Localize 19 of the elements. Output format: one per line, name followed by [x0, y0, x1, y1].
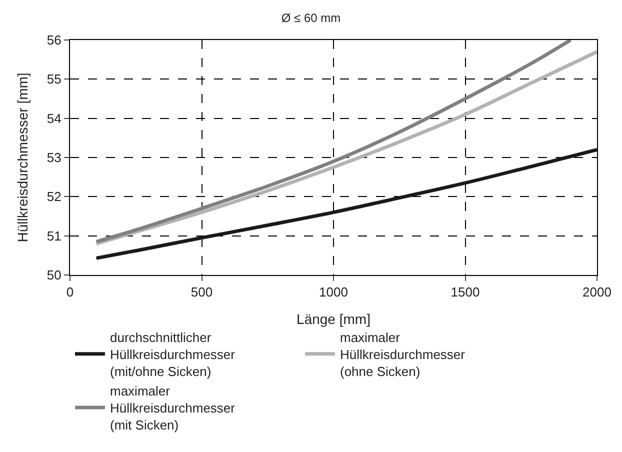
y-tick-label: 51: [46, 228, 62, 244]
legend-label: maximaler Hüllkreisdurchmesser (mit Sicken): [110, 384, 236, 433]
y-tick-label: 50: [46, 268, 62, 283]
x-tick-label: 1500: [450, 284, 480, 300]
line-series: [94, 148, 597, 260]
y-tick-label: 53: [46, 150, 62, 166]
y-tick-label: 56: [46, 32, 62, 48]
x-axis-title: Länge [mm]: [296, 310, 370, 327]
y-axis-title: Hüllkreisdurchmesser [mm]: [14, 72, 31, 242]
x-tick-label: 500: [190, 284, 213, 300]
x-tick-label: 2000: [582, 284, 612, 300]
y-tick-label: 52: [46, 189, 62, 204]
y-tick-label: 54: [46, 110, 62, 126]
legend-label: durchschnittlicher Hüllkreisdurchmesser (mit/ohne Sicken): [110, 330, 236, 379]
legend-label: maximaler Hüllkreisdurchmesser (ohne Sicken): [340, 330, 466, 379]
y-tick-label: 55: [46, 72, 62, 87]
x-tick-label: 0: [66, 284, 74, 300]
x-tick-label: 1000: [319, 284, 348, 300]
chart-title: Ø ≤ 60 mm: [281, 10, 341, 25]
